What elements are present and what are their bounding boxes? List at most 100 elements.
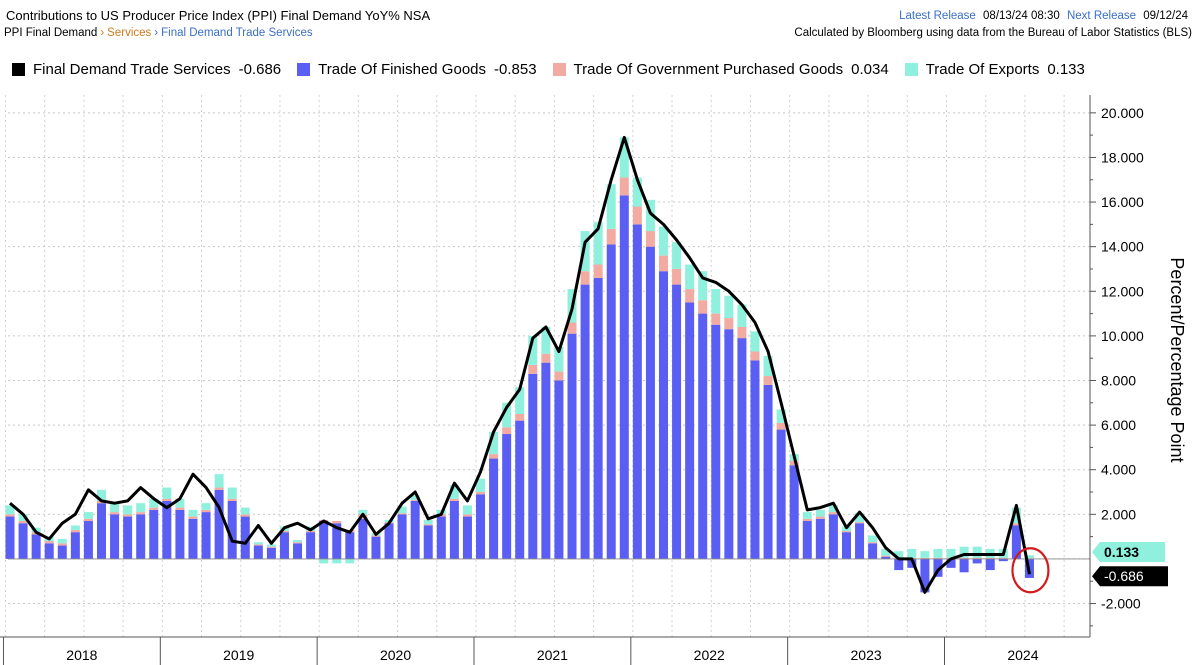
y-tick-label: -2.000: [1101, 596, 1141, 612]
bar-segment: [410, 500, 420, 559]
legend-item-finished-goods[interactable]: Trade Of Finished Goods -0.853: [297, 61, 537, 78]
legend-item-government-goods[interactable]: Trade Of Government Purchased Goods 0.03…: [552, 61, 889, 78]
bar-segment: [162, 500, 172, 559]
next-release-label[interactable]: Next Release: [1066, 10, 1137, 22]
bar-segment: [188, 509, 198, 517]
bar-segment: [358, 514, 368, 519]
bar-segment: [907, 558, 917, 568]
bar-segment: [319, 558, 329, 564]
x-tick-label: 2022: [694, 647, 725, 663]
bar-segment: [789, 454, 799, 461]
bar-segment: [580, 271, 590, 285]
bar-segment: [789, 465, 799, 559]
bar-segment: [188, 518, 198, 559]
bar-segment: [580, 231, 590, 272]
bar-segment: [123, 516, 133, 559]
bar-segment: [841, 526, 851, 532]
bar-segment: [57, 545, 67, 559]
bar-segment: [593, 264, 603, 278]
bar-segment: [175, 507, 185, 510]
bar-segment: [959, 558, 969, 573]
bar-segment: [319, 521, 329, 559]
bar-segment: [423, 524, 433, 526]
legend-item-trade-services[interactable]: Final Demand Trade Services -0.686: [12, 61, 281, 78]
bar-segment: [737, 338, 747, 559]
bar-segment: [423, 525, 433, 559]
bar-segment: [123, 514, 133, 517]
bar-segment: [44, 541, 54, 544]
bar-segment: [802, 518, 812, 522]
bar-segment: [149, 509, 159, 559]
bar-segment: [240, 507, 250, 515]
last-value-label: 0.133: [1104, 544, 1139, 560]
x-tick-label: 2019: [223, 647, 254, 663]
y-tick-label: 4.000: [1101, 462, 1136, 478]
bar-segment: [31, 527, 41, 533]
bar-segment: [149, 498, 159, 508]
bar-segment: [946, 558, 956, 568]
bar-segment: [96, 503, 106, 559]
bar-segment: [384, 523, 394, 559]
breadcrumb: PPI Final Demand › Services › Final Demand T…: [4, 27, 313, 39]
bar-segment: [70, 532, 80, 559]
bar-segment: [201, 503, 211, 510]
bar-segment: [619, 195, 629, 559]
bar-segment: [332, 558, 342, 564]
bar-segment: [985, 548, 995, 558]
bar-segment: [998, 548, 1008, 558]
bar-segment: [110, 514, 120, 559]
bar-segment: [44, 543, 54, 559]
bar-segment: [868, 542, 878, 544]
bar-segment: [149, 507, 159, 510]
bar-segment: [306, 526, 316, 532]
bar-segment: [855, 522, 865, 524]
bar-segment: [371, 533, 381, 536]
x-tick-label: 2024: [1007, 647, 1038, 663]
x-axis-band: [0, 637, 1090, 665]
bar-segment: [240, 514, 250, 517]
bar-segment: [567, 333, 577, 559]
bar-segment: [933, 557, 943, 559]
bar-segment: [384, 519, 394, 523]
bar-segment: [881, 556, 891, 559]
bar-segment: [462, 516, 472, 559]
latest-release-label[interactable]: Latest Release: [899, 10, 976, 22]
bar-segment: [750, 331, 760, 352]
bar-segment: [110, 512, 120, 515]
bar-segment: [397, 513, 407, 515]
bar-segment: [894, 551, 904, 558]
bar-segment: [841, 532, 851, 559]
legend-item-exports[interactable]: Trade Of Exports 0.133: [904, 60, 1085, 78]
legend-label: Trade Of Exports: [925, 60, 1040, 78]
bar-segment: [266, 544, 276, 547]
bar-segment: [802, 521, 812, 559]
bar-segment: [489, 458, 499, 559]
bar-segment: [5, 505, 15, 515]
breadcrumb-services[interactable]: Services: [107, 27, 152, 39]
bar-segment: [672, 268, 682, 285]
bar-segment: [619, 137, 629, 178]
breadcrumb-root[interactable]: PPI Final Demand: [4, 27, 98, 39]
bar-segment: [659, 255, 668, 272]
bar-segment: [214, 474, 224, 488]
bar-segment: [881, 548, 891, 556]
bar-segment: [828, 514, 838, 559]
bar-segment: [18, 523, 28, 559]
breadcrumb-chevron-icon: ›: [100, 27, 105, 39]
bar-segment: [201, 512, 211, 559]
bar-segment: [476, 478, 486, 493]
bar-segment: [5, 514, 15, 517]
bar-segment: [136, 503, 146, 513]
series-line: [9, 135, 1031, 594]
breadcrumb-leaf[interactable]: Final Demand Trade Services: [161, 27, 313, 39]
bar-segment: [841, 531, 851, 533]
y-tick-label: 10.000: [1101, 328, 1144, 344]
bar-segment: [436, 514, 446, 517]
bar-segment: [136, 512, 146, 515]
y-tick-label: 12.000: [1101, 283, 1144, 299]
bar-segment: [776, 409, 786, 423]
bar-segment: [763, 376, 773, 385]
bar-segment: [462, 514, 472, 517]
x-tick-label: 2018: [66, 647, 97, 663]
bar-segment: [227, 498, 237, 501]
